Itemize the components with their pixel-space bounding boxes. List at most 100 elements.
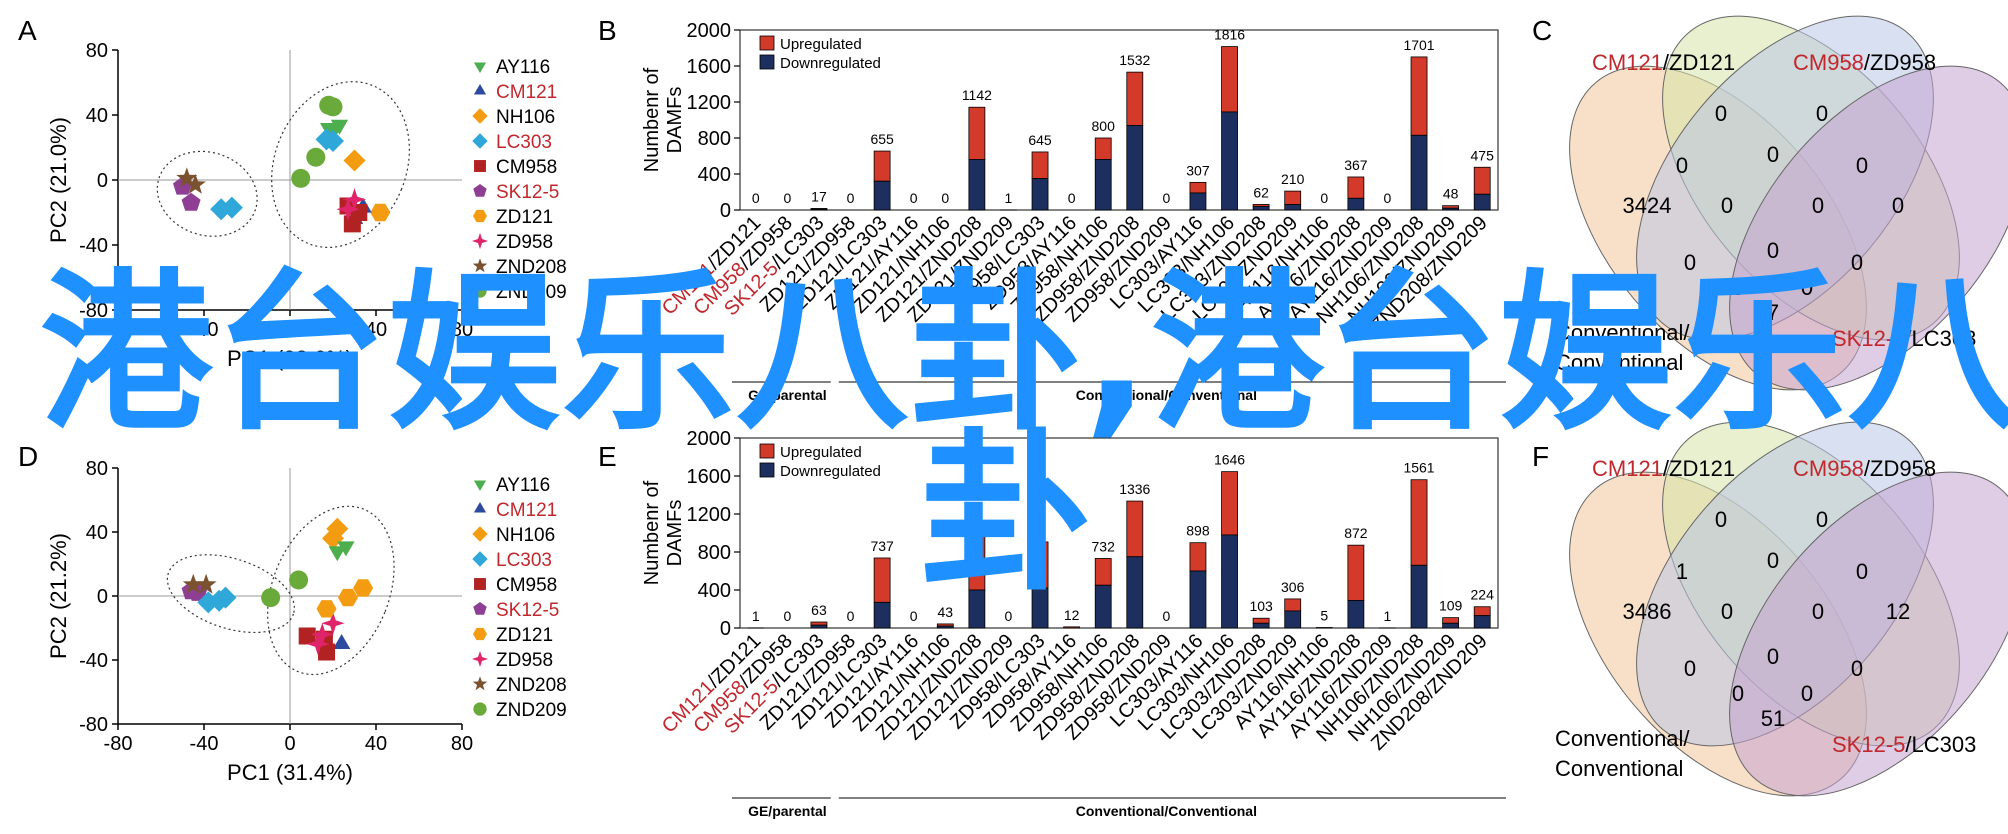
y-tick-label: 400 [698,580,731,602]
legend-label-zd958: ZD958 [496,650,553,671]
bar-value-label: 43 [938,604,954,620]
bar-value-label: 0 [1384,190,1392,206]
bar-value-label: 0 [1005,608,1013,624]
bar-value-label: 0 [847,190,855,206]
y-tick-label: 80 [86,458,108,480]
bar-value-label: 1 [1384,608,1392,624]
panel-letter-b: B [598,15,617,46]
bar-upregulated [1189,181,1207,194]
bar-upregulated [1126,71,1144,126]
data-point-znd208 [195,573,217,594]
legend-label-sk12-5: SK12-5 [496,182,559,203]
legend-label-sk12-5: SK12-5 [496,600,559,621]
bar-value-label: 307 [1186,162,1210,178]
venn-region-count-acd: 0 [1732,275,1744,300]
legend-label-cm121: CM121 [496,500,557,521]
bar-value-label: 1532 [1119,52,1150,68]
data-point-zd958 [306,632,330,656]
bar-value-label: 800 [1092,118,1116,134]
legend-swatch-upregulated [759,35,775,51]
bar-value-label: 1701 [1403,37,1434,53]
x-tick-label: -40 [190,733,219,755]
legend-label-zd121: ZD121 [496,207,553,228]
legend-label-downregulated: Downregulated [780,463,881,480]
y-tick-label: 0 [720,200,731,222]
bar-value-label: 732 [1092,538,1116,554]
legend-label-nh106: NH106 [496,525,555,546]
bar-upregulated [1473,606,1491,617]
venn-region-count-ac: 0 [1721,193,1733,218]
bar-value-label: 17 [811,188,827,204]
bar-value-label: 1 [1005,190,1013,206]
venn-region-count-abcd: 0 [1767,238,1779,263]
legend-label-zd958: ZD958 [496,232,553,253]
data-point-znd208 [182,573,204,594]
legend-label-upregulated: Upregulated [780,36,862,53]
bar-upregulated [1284,598,1302,612]
legend-marker-ay116 [473,62,487,73]
bar-value-label: 1561 [1403,460,1434,476]
bar-downregulated [1252,205,1270,211]
x-tick-label: -80 [104,319,133,341]
bar-downregulated [1126,556,1144,629]
legend-marker-znd208 [472,676,488,691]
venn-label-bottom-left-1: Conventional/ [1555,320,1690,345]
data-point-ay116 [328,546,346,562]
venn-region-count-bc: 0 [1767,548,1779,573]
venn-region-count-c: 0 [1816,101,1828,126]
bar-downregulated [1347,197,1365,211]
bar-downregulated [873,180,891,211]
venn-region-count-cd: 0 [1856,559,1868,584]
bar-value-label: 1816 [1214,27,1245,43]
plot-frame [739,437,1499,629]
data-point-nh106 [322,527,344,550]
venn-label-top-right: CM958/ZD958 [1793,456,1936,481]
bar-downregulated [810,208,828,211]
venn-region-count-ad: 7 [1767,300,1779,325]
bar-value-label: 645 [1028,132,1052,148]
group-label-ge: GE/parental [748,387,827,403]
y-tick-label: 0 [97,586,108,608]
data-point-lc303 [322,130,344,152]
bar-downregulated [1442,207,1460,211]
bar-value-label: 62 [1253,184,1269,200]
bar-upregulated [1063,626,1081,629]
y-tick-label: 1600 [687,466,732,488]
legend-label-ay116: AY116 [496,57,550,78]
legend-swatch-upregulated [759,443,775,459]
bar-downregulated [1189,570,1207,629]
pca-plot-a: -80 -40 0 40 80 -80 -40 0 40 80 PC1 (28.6%) PC2 (21… [46,40,567,371]
y-tick-label: 1600 [687,56,732,78]
legend-marker-zd958 [471,651,489,667]
venn-label-bottom-left-2: Conventional [1555,756,1683,781]
x-tick-label: -80 [104,733,133,755]
data-point-znd208 [184,173,206,194]
legend-marker-lc303 [472,551,488,567]
bar-downregulated [1031,178,1049,211]
panel-letter-f: F [1532,441,1549,472]
x-tick-label: 0 [284,733,295,755]
panel-letter-e: E [598,441,617,472]
bar-downregulated [1189,192,1207,211]
bar-value-label: 48 [1443,186,1459,202]
venn-set-ellipse [1729,65,2008,391]
data-point-znd208 [176,167,198,188]
bar-value-label: 655 [870,131,894,147]
watermark-line-1: 港台娱乐八卦,港台娱乐八 [40,253,2008,454]
y-axis-label: Numbenr ofDAMFs [641,67,686,172]
group-label-ge: GE/parental [748,803,827,819]
legend-swatch-downregulated [759,54,775,70]
y-tick-label: 800 [698,128,731,150]
bar-downregulated [1221,111,1238,211]
legend-label-cm958: CM958 [496,157,557,178]
data-point-nh106 [343,149,366,172]
bar-value-label: 0 [1162,190,1170,206]
bar-value-label: 0 [1320,190,1328,206]
bar-downregulated [1347,600,1365,629]
bar-downregulated [1094,584,1112,629]
data-point-zd958 [336,197,360,221]
x-tick-label: 80 [451,733,473,755]
venn-region-count-acd: 0 [1732,681,1744,706]
data-point-znd209 [319,95,339,115]
data-point-cm958 [298,627,316,645]
